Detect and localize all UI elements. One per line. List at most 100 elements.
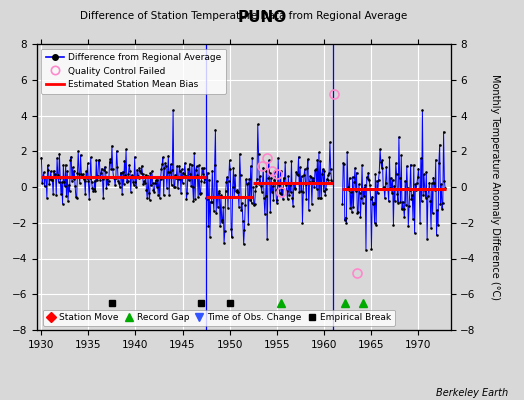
Point: [175, 163, 183, 169]
Point: [272, 200, 281, 206]
Point: [235, 204, 243, 210]
Point: [268, 188, 276, 195]
Point: [271, 168, 279, 174]
Point: [135, 165, 144, 171]
Point: [274, 154, 282, 161]
Point: [124, 177, 132, 184]
Point: [394, 200, 402, 206]
Point: [366, 196, 375, 202]
Point: [358, 162, 366, 168]
Point: [94, 157, 103, 164]
Point: [157, 166, 166, 172]
Point: [281, 159, 289, 166]
Point: [166, 168, 174, 175]
Point: [265, 170, 274, 176]
Point: [115, 180, 123, 186]
Point: [258, 180, 267, 186]
Point: [66, 188, 74, 194]
Point: [362, 246, 370, 253]
Point: [49, 191, 57, 197]
Point: [145, 197, 154, 203]
Point: [140, 180, 149, 186]
Point: [369, 200, 378, 206]
Point: [80, 176, 88, 182]
Point: [372, 222, 380, 229]
Point: [290, 180, 298, 186]
Point: [381, 180, 390, 186]
Point: [382, 164, 390, 170]
Point: [298, 220, 307, 226]
Point: [397, 152, 406, 158]
Point: [246, 197, 254, 203]
Point: [283, 196, 292, 203]
Point: [375, 168, 384, 175]
Point: [172, 175, 180, 182]
Point: [425, 179, 434, 186]
Point: [413, 174, 422, 180]
Point: [228, 234, 236, 241]
Point: [143, 195, 151, 202]
Point: [192, 166, 200, 173]
Point: [197, 178, 205, 184]
Point: [185, 161, 194, 167]
Point: [212, 210, 221, 216]
Point: [307, 174, 315, 180]
Point: [147, 182, 155, 189]
Point: [124, 170, 133, 177]
Point: [300, 172, 308, 178]
Point: [170, 184, 179, 190]
Point: [110, 175, 118, 181]
Point: [208, 168, 216, 174]
Point: [422, 169, 431, 175]
Point: [347, 189, 355, 196]
Point: [343, 149, 352, 156]
Point: [96, 176, 104, 183]
Point: [309, 178, 318, 184]
Point: [145, 190, 153, 196]
Point: [441, 185, 450, 191]
Point: [149, 187, 158, 194]
Point: [179, 170, 188, 176]
Point: [91, 188, 100, 194]
Point: [262, 168, 270, 174]
Point: [105, 178, 113, 184]
Point: [419, 192, 428, 198]
Point: [230, 165, 238, 171]
Point: [420, 171, 428, 178]
Point: [289, 203, 297, 209]
Point: [350, 178, 358, 185]
Point: [105, 159, 114, 165]
Point: [155, 174, 163, 180]
Point: [265, 157, 273, 164]
Point: [174, 176, 183, 182]
Point: [328, 179, 336, 186]
Point: [108, 143, 116, 149]
Point: [385, 198, 393, 204]
Point: [414, 165, 423, 172]
Point: [42, 174, 50, 180]
Point: [323, 176, 332, 183]
Point: [225, 178, 233, 184]
Point: [303, 165, 311, 172]
Point: [50, 168, 58, 174]
Point: [239, 241, 248, 247]
Point: [54, 178, 63, 185]
Point: [39, 174, 47, 180]
Point: [116, 170, 125, 176]
Point: [222, 188, 230, 195]
Point: [137, 163, 146, 169]
Point: [72, 195, 81, 201]
Point: [386, 185, 395, 192]
Point: [308, 201, 316, 207]
Point: [79, 171, 87, 178]
Point: [85, 196, 93, 202]
Point: [142, 186, 150, 193]
Point: [234, 188, 243, 195]
Point: [286, 182, 294, 188]
Point: [240, 227, 248, 233]
Point: [47, 177, 56, 184]
Point: [182, 196, 191, 202]
Point: [125, 162, 134, 168]
Point: [301, 166, 309, 172]
Point: [353, 209, 362, 216]
